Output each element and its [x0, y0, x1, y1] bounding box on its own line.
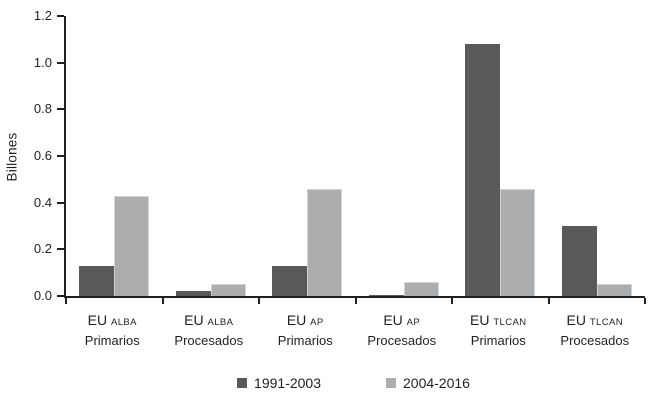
bar-series-1 [79, 265, 115, 296]
category-bloc-text: AP [406, 317, 421, 328]
category-bloc-text: ALBA [110, 317, 137, 328]
category-group-text: EU [184, 312, 208, 328]
y-axis-tick [57, 248, 64, 251]
category-bloc-text: TLCAN [589, 317, 623, 328]
category-label: EU AP Primarios [257, 311, 354, 350]
bar-group [452, 16, 549, 296]
y-axis-tick [57, 108, 64, 111]
bar-series-1 [465, 44, 501, 296]
category-bloc-text: ALBA [207, 317, 234, 328]
bar-series-2 [114, 195, 150, 296]
x-axis-tick [161, 298, 164, 304]
bar-series-2 [596, 284, 632, 296]
category-product-text: Primarios [470, 333, 526, 348]
category-label: EU ALBA Primarios [64, 311, 161, 350]
category-bloc-text: AP [310, 317, 324, 328]
bar-group [549, 16, 646, 296]
category-group-text: EU [286, 312, 311, 328]
y-axis-tick-label: 0.0 [33, 288, 52, 303]
bar-group [356, 16, 453, 296]
y-axis-tick [57, 61, 64, 64]
bar-series-1 [175, 291, 211, 296]
category-label: EU ALBA Procesados [161, 311, 258, 350]
x-axis-tick [354, 298, 357, 304]
plot-area: 0.0 0.2 0.4 0.6 0.8 1.0 1.2 [34, 8, 646, 304]
legend-item: 2004-2016 [386, 375, 470, 391]
bar-series-2 [210, 284, 246, 296]
bar-series-2 [500, 188, 536, 296]
y-axis-tick-label: 1.2 [33, 8, 52, 23]
y-axis-tick-label: 0.4 [33, 194, 52, 210]
bar-series-1 [368, 294, 404, 296]
category-product-text: Primarios [277, 333, 333, 348]
y-axis-tick [57, 201, 64, 204]
category-label: EU AP Procesados [354, 311, 451, 350]
legend-label: 1991-2003 [254, 375, 321, 391]
x-axis-tick [644, 298, 646, 304]
legend: 1991-2003 2004-2016 [64, 375, 643, 391]
bar-group [163, 16, 260, 296]
bar-group [259, 16, 356, 296]
y-axis-tick-label: 0.2 [33, 241, 52, 257]
category-bloc-text: TLCAN [493, 317, 527, 328]
bar-series-2 [307, 188, 343, 296]
y-axis-tick [57, 295, 64, 297]
category-group-text: EU [383, 312, 407, 328]
category-line-group: EU ALBA [64, 311, 161, 332]
legend-swatch [386, 378, 396, 388]
x-axis-tick [65, 298, 67, 304]
legend-swatch [237, 378, 248, 388]
category-line-group: EU TLCAN [547, 311, 644, 332]
category-line-group: EU TLCAN [450, 311, 547, 332]
category-label: EU TLCAN Primarios [450, 311, 547, 350]
y-axis-tick-label: 1.0 [33, 54, 52, 70]
y-axis-tick [57, 155, 64, 157]
bar-series-2 [403, 282, 439, 296]
x-axis-labels: EU ALBA Primarios EU ALBA Procesados EU AP Pr… [64, 311, 643, 350]
category-product-text: Procesados [560, 333, 630, 348]
bar-group [66, 16, 163, 296]
category-group-text: EU [87, 312, 111, 328]
y-axis-tick [57, 15, 64, 17]
x-axis-tick [451, 298, 453, 304]
category-line-group: EU AP [257, 311, 354, 332]
category-label: EU TLCAN Procesados [547, 311, 644, 350]
category-line-group: EU ALBA [161, 311, 258, 332]
category-product-text: Procesados [174, 333, 244, 348]
x-axis-tick [258, 298, 260, 304]
bar-groups [66, 16, 645, 296]
y-axis-tick-label: 0.8 [33, 101, 52, 117]
category-product-text: Primarios [84, 333, 140, 348]
category-group-text: EU [566, 312, 590, 328]
x-axis-tick [547, 298, 550, 304]
legend-item: 1991-2003 [237, 375, 321, 391]
bar-series-1 [561, 226, 597, 296]
category-line-group: EU AP [354, 311, 451, 332]
category-product-text: Procesados [367, 333, 437, 348]
legend-label: 2004-2016 [403, 375, 470, 391]
y-axis-tick-label: 0.6 [33, 148, 52, 163]
category-group-text: EU [470, 312, 494, 328]
bar-series-1 [272, 265, 308, 296]
